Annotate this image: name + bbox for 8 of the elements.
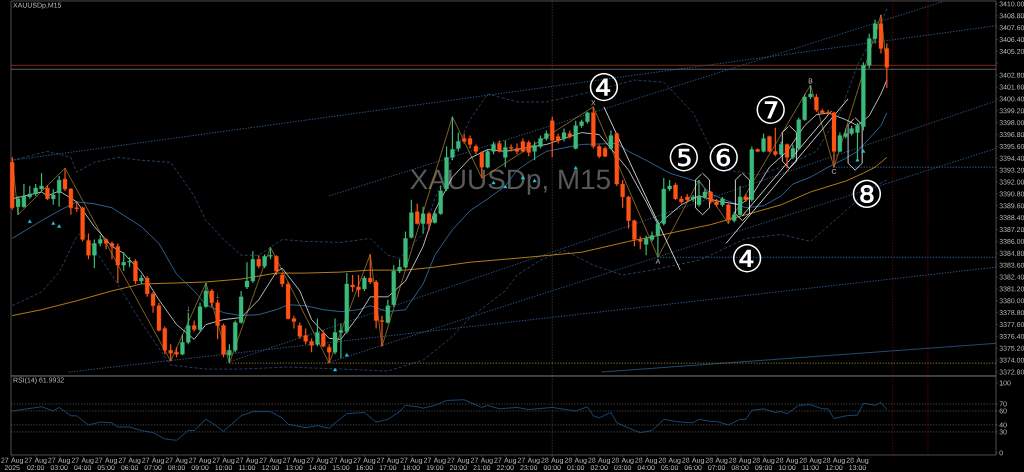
annotation: ↓ <box>216 293 219 299</box>
annotation: ⑦ <box>756 95 785 124</box>
annotation: ⑤ <box>669 143 698 172</box>
annotation: ④ <box>589 72 619 102</box>
annotation: ④ <box>732 244 762 273</box>
annotation: ⑥ <box>709 143 738 172</box>
annotation: ⑧ <box>852 179 882 209</box>
annotation: ↓ <box>187 306 190 312</box>
